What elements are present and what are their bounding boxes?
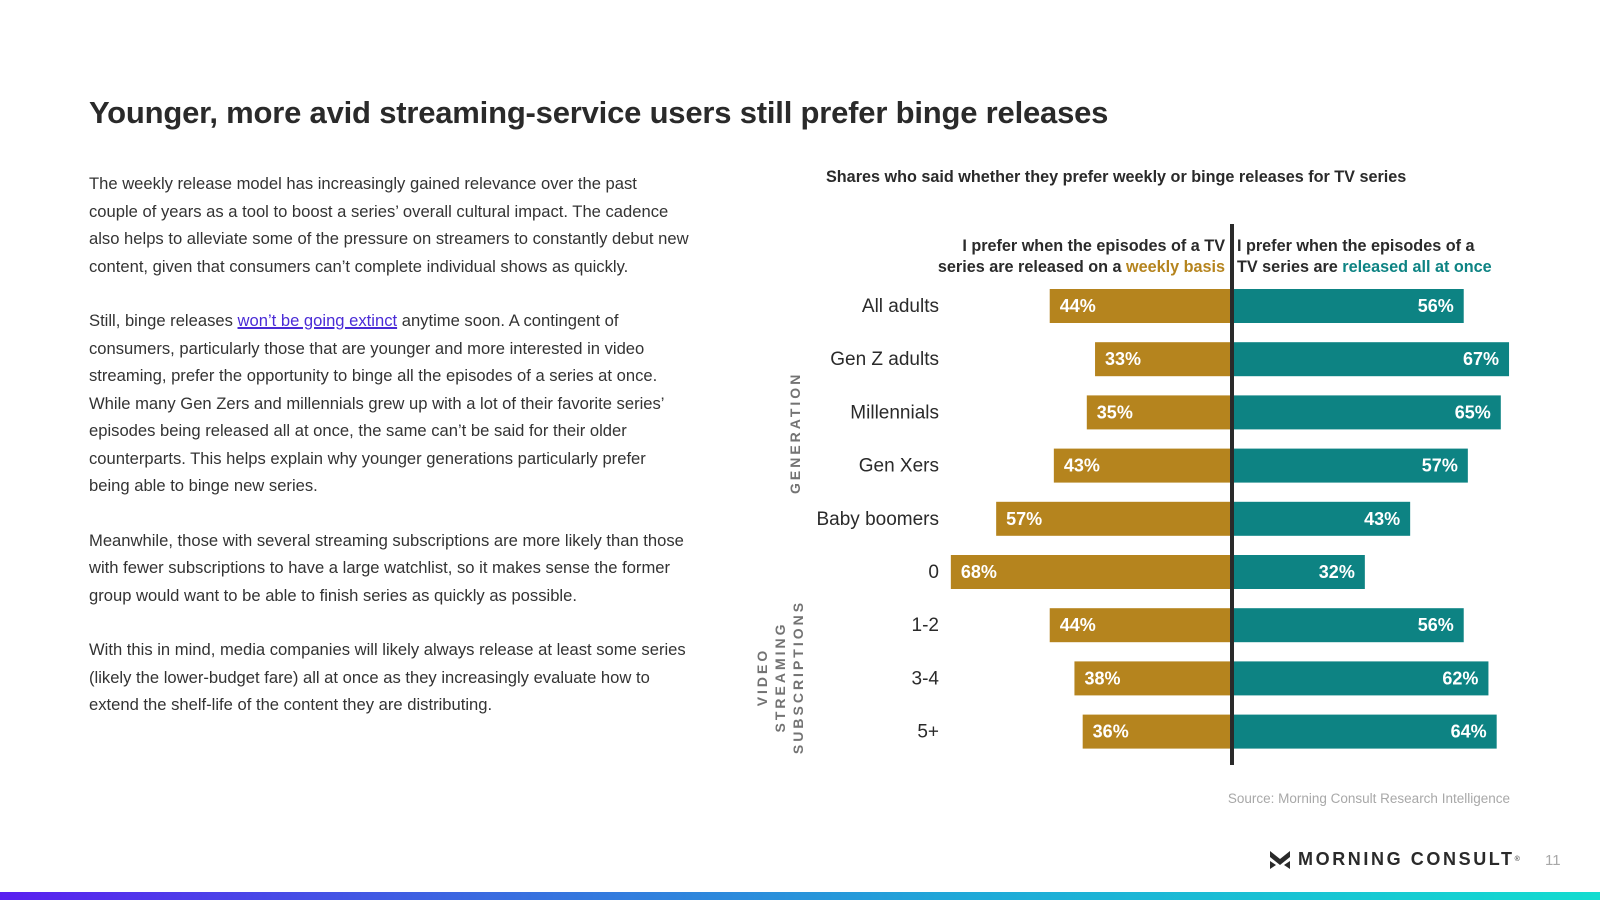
bar-binge-label: 64% bbox=[1451, 722, 1487, 742]
source-note: Source: Morning Consult Research Intelli… bbox=[1227, 791, 1510, 806]
bar-weekly bbox=[1049, 608, 1231, 643]
bar-weekly-label: 38% bbox=[1084, 668, 1120, 688]
bar-binge-label: 67% bbox=[1463, 349, 1499, 369]
bar-binge-label: 32% bbox=[1319, 562, 1355, 582]
paragraph-1: The weekly release model has increasingl… bbox=[89, 174, 689, 276]
bar-binge bbox=[1233, 661, 1489, 696]
legend-binge-highlight: released all at once bbox=[1342, 258, 1492, 276]
legend-binge-line1: I prefer when the episodes of a bbox=[1237, 237, 1475, 255]
bar-binge bbox=[1233, 501, 1411, 536]
bar-weekly-label: 36% bbox=[1093, 722, 1129, 742]
legend-weekly-line2: series are released on a weekly basis bbox=[938, 257, 1225, 278]
bar-binge-label: 43% bbox=[1364, 509, 1400, 529]
paragraph-2-end: anytime soon. A contingent of consumers,… bbox=[89, 311, 664, 495]
bar-binge bbox=[1233, 555, 1365, 589]
chart-title: Shares who said whether they prefer week… bbox=[826, 168, 1407, 186]
page-title: Younger, more avid streaming-service use… bbox=[89, 95, 1109, 130]
bar-binge-label: 62% bbox=[1442, 668, 1478, 688]
paragraph-3: Meanwhile, those with several streaming … bbox=[89, 530, 684, 605]
body-text: The weekly release model has increasingl… bbox=[89, 170, 689, 746]
bar-binge-label: 56% bbox=[1418, 296, 1454, 316]
bar-weekly bbox=[1049, 289, 1231, 323]
legend-binge: I prefer when the episodes of a TV serie… bbox=[1237, 236, 1492, 278]
paragraph-2: Still, binge releases won’t be going ext… bbox=[89, 307, 689, 500]
bar-binge bbox=[1233, 714, 1497, 749]
bar-weekly-label: 57% bbox=[1006, 509, 1042, 529]
category-label: All adults bbox=[862, 296, 939, 317]
category-label: Gen Z adults bbox=[830, 349, 939, 370]
bar-binge bbox=[1233, 395, 1501, 430]
legend-weekly-line1: I prefer when the episodes of a TV bbox=[962, 237, 1225, 255]
bar-weekly bbox=[950, 555, 1231, 589]
bar-binge-label: 65% bbox=[1455, 402, 1491, 422]
category-label: Gen Xers bbox=[859, 456, 939, 477]
bar-weekly bbox=[1074, 661, 1231, 696]
bar-weekly bbox=[1086, 395, 1231, 430]
category-label: Millennials bbox=[850, 402, 939, 423]
category-label: 3-4 bbox=[912, 668, 940, 689]
bar-binge bbox=[1233, 342, 1510, 377]
center-axis-line bbox=[1230, 224, 1234, 765]
bar-binge bbox=[1233, 289, 1464, 323]
bar-binge-label: 56% bbox=[1418, 615, 1454, 635]
paragraph-2-start: Still, binge releases bbox=[89, 311, 238, 330]
category-label: Baby boomers bbox=[816, 509, 939, 530]
bar-binge bbox=[1233, 448, 1468, 483]
morning-consult-logo: MORNING CONSULT ® bbox=[1270, 849, 1520, 870]
brand-gradient-bar bbox=[0, 892, 1600, 900]
legend-weekly: I prefer when the episodes of a TV serie… bbox=[938, 236, 1225, 278]
bar-weekly-label: 35% bbox=[1097, 402, 1133, 422]
legend-weekly-prefix: series are released on a bbox=[937, 258, 1126, 276]
wont-be-going-extinct-link[interactable]: won’t be going extinct bbox=[237, 311, 398, 330]
bar-weekly bbox=[996, 501, 1231, 536]
morning-consult-chevron-icon bbox=[1270, 850, 1290, 869]
bar-weekly bbox=[1095, 342, 1231, 377]
bar-weekly bbox=[1053, 448, 1231, 483]
legend-binge-prefix: TV series are bbox=[1237, 258, 1343, 276]
bar-binge bbox=[1233, 608, 1464, 643]
bar-weekly bbox=[1082, 714, 1231, 749]
bar-weekly-label: 43% bbox=[1064, 456, 1100, 476]
bar-weekly-label: 68% bbox=[961, 562, 997, 582]
legend-weekly-highlight: weekly basis bbox=[1126, 258, 1225, 276]
category-label: 5+ bbox=[917, 722, 939, 743]
bar-binge-label: 57% bbox=[1422, 456, 1458, 476]
bar-weekly-label: 33% bbox=[1105, 349, 1141, 369]
bar-weekly-label: 44% bbox=[1060, 615, 1096, 635]
bar-weekly-label: 44% bbox=[1060, 296, 1096, 316]
brand-name: MORNING CONSULT bbox=[1298, 849, 1515, 869]
registered-mark: ® bbox=[1514, 856, 1520, 863]
legend-binge-line2: TV series are released all at once bbox=[1237, 257, 1492, 278]
category-label: 1-2 bbox=[912, 615, 939, 636]
category-label: 0 bbox=[928, 562, 939, 583]
page-number: 11 bbox=[1545, 852, 1561, 869]
paragraph-4: With this in mind, media companies will … bbox=[89, 640, 686, 714]
